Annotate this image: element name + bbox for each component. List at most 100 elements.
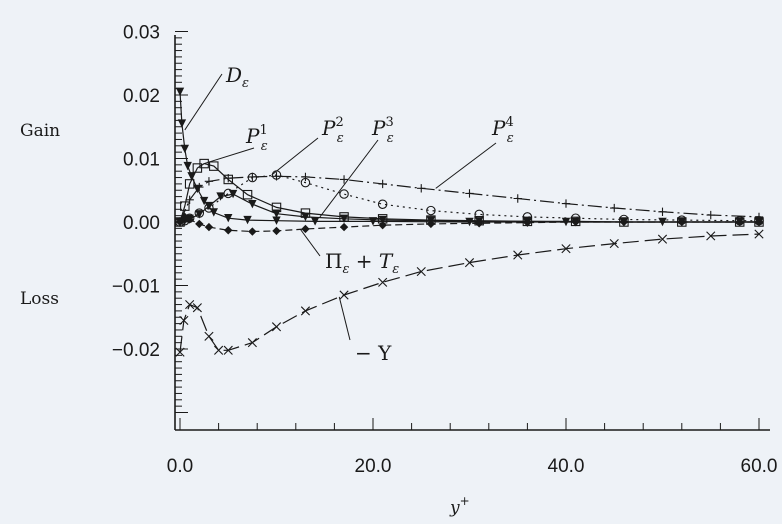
marker-x-shape xyxy=(223,345,233,355)
data-point-s4 xyxy=(561,199,571,208)
annotation-sub: ε xyxy=(337,131,344,146)
marker-diamond-shape xyxy=(185,215,194,224)
marker-triangle-shape xyxy=(310,217,320,226)
annotation-main: P xyxy=(491,116,506,140)
data-point-s0 xyxy=(272,216,281,225)
marker-x-shape xyxy=(192,303,202,313)
data-point-s6 xyxy=(464,258,475,268)
data-point-s5 xyxy=(195,219,204,229)
data-point-s4 xyxy=(272,172,281,181)
data-point-s0 xyxy=(368,217,378,226)
marker-square-shape xyxy=(180,201,190,211)
marker-diamond-shape xyxy=(301,224,310,234)
data-point-s4 xyxy=(465,189,474,198)
marker-triangle-shape xyxy=(561,217,571,227)
data-point-s0 xyxy=(199,196,209,206)
marker-triangle-shape xyxy=(183,161,192,171)
data-point-s6 xyxy=(416,266,426,277)
data-point-s6 xyxy=(271,322,282,332)
data-point-s4 xyxy=(248,172,257,182)
marker-x-shape xyxy=(271,322,282,332)
marker-plus-shape xyxy=(378,179,387,189)
annotation-leader xyxy=(203,147,255,165)
marker-x-shape xyxy=(300,306,311,316)
data-point-s6 xyxy=(204,331,214,341)
data-point-s0 xyxy=(224,213,233,223)
data-point-s6 xyxy=(175,347,185,357)
marker-triangle-shape xyxy=(248,200,257,209)
marker-triangle-shape xyxy=(224,213,233,223)
annotation-leader xyxy=(271,137,319,176)
marker-triangle-shape xyxy=(175,87,185,97)
data-point-s3 xyxy=(339,214,349,224)
data-point-s4 xyxy=(204,177,214,186)
data-point-s5 xyxy=(619,217,629,227)
marker-x-shape xyxy=(175,347,185,357)
data-point-s3 xyxy=(195,210,204,219)
annotation-sub: ε xyxy=(507,131,514,146)
data-point-s4 xyxy=(195,182,204,192)
annotation-label: Πε + Tε xyxy=(325,249,399,277)
data-point-s5 xyxy=(735,217,744,227)
y-tick-label: 0.01 xyxy=(123,150,160,171)
data-point-s6 xyxy=(247,338,257,348)
annotation-sup: 1 xyxy=(259,123,267,138)
data-point-s1 xyxy=(199,158,209,169)
marker-x-shape xyxy=(185,299,195,310)
marker-triangle-shape xyxy=(368,217,378,226)
annotation-leader xyxy=(184,73,223,131)
marker-diamond-shape xyxy=(195,219,204,229)
data-point-s6 xyxy=(609,239,619,249)
annotation-sub-2: ε xyxy=(392,262,399,277)
data-point-s5 xyxy=(224,226,233,235)
marker-circle-shape xyxy=(377,199,388,209)
data-point-s6 xyxy=(179,315,189,326)
data-point-s4 xyxy=(610,203,619,213)
data-point-s1 xyxy=(180,201,190,211)
data-point-s3 xyxy=(301,212,310,222)
marker-triangle-shape xyxy=(199,196,209,206)
annotation-main: P xyxy=(321,116,336,140)
marker-triangle-shape xyxy=(272,216,281,225)
marker-square-shape xyxy=(242,189,253,200)
marker-x-shape xyxy=(204,331,214,341)
marker-plus-shape xyxy=(301,172,310,182)
data-point-s2 xyxy=(339,189,349,199)
annotation-main: D xyxy=(225,63,242,87)
marker-triangle-shape xyxy=(378,215,387,225)
annotation-sub: ε xyxy=(261,139,268,154)
annotation-sub: ε xyxy=(342,262,349,277)
marker-diamond-shape xyxy=(224,226,233,235)
marker-x-shape xyxy=(657,234,668,244)
annotation-main: P xyxy=(371,116,386,140)
marker-x-shape xyxy=(754,229,764,239)
marker-x-shape xyxy=(609,239,619,249)
data-point-s3 xyxy=(228,189,238,199)
data-point-s0 xyxy=(310,217,320,226)
marker-triangle-shape xyxy=(195,210,204,219)
data-point-s0 xyxy=(209,208,218,217)
marker-triangle-shape xyxy=(187,172,196,181)
marker-triangle-shape xyxy=(204,201,214,211)
data-point-s0 xyxy=(177,119,187,128)
marker-plus-shape xyxy=(417,184,426,193)
annotation-sup: 2 xyxy=(335,115,343,130)
marker-x-shape xyxy=(416,266,426,277)
data-point-s6 xyxy=(754,229,764,239)
data-point-s5 xyxy=(426,219,436,229)
x-axis-title-sup: + xyxy=(460,494,470,508)
x-tick-label: 0.0 xyxy=(167,456,193,477)
data-point-s4 xyxy=(224,173,233,183)
data-point-s4 xyxy=(339,175,349,184)
data-point-s4 xyxy=(513,194,522,203)
marker-diamond-shape xyxy=(754,217,764,227)
marker-x-shape xyxy=(179,315,189,326)
data-point-s5 xyxy=(378,220,387,230)
series-line-2 xyxy=(179,174,759,223)
data-point-s1 xyxy=(209,161,219,171)
marker-triangle-shape xyxy=(216,192,225,201)
annotation-leader xyxy=(300,229,321,257)
marker-plus-shape xyxy=(465,189,474,198)
marker-diamond-shape xyxy=(619,217,629,227)
